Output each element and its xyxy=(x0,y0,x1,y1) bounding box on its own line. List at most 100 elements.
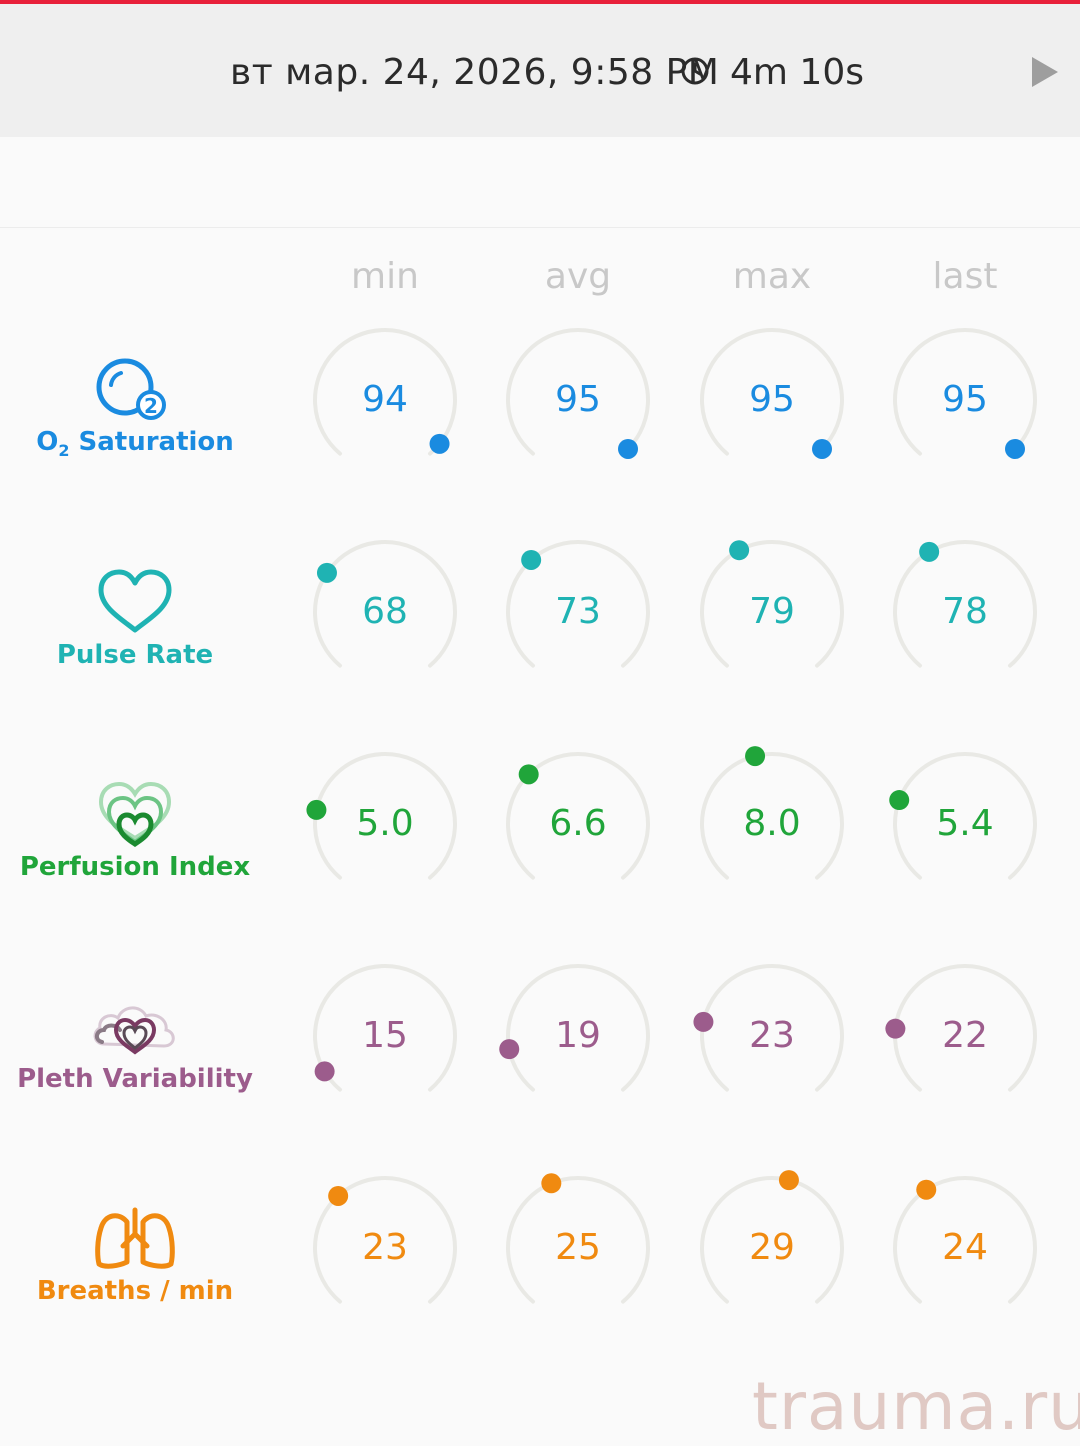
gauge-value: 24 xyxy=(942,1227,988,1268)
gauge-indicator-dot xyxy=(1005,438,1026,459)
gauge-pleth-avg: 19 xyxy=(498,956,658,1116)
gauge-track xyxy=(893,328,1037,456)
gauge-arc xyxy=(499,964,650,1092)
gauge-value: 29 xyxy=(749,1227,795,1268)
gauge-perfusion-min: 5.0 xyxy=(305,744,465,904)
gauge-o2-last: 95 xyxy=(885,320,1045,480)
gauge-track xyxy=(506,1176,650,1304)
gauge-o2-min: 94 xyxy=(305,320,465,480)
gauge-value: 15 xyxy=(362,1015,408,1056)
gauge-value: 94 xyxy=(362,379,408,420)
gauge-track xyxy=(700,1176,844,1304)
o2-bubble-icon: 2 xyxy=(96,358,166,420)
gauge-perfusion-max: 8.0 xyxy=(692,744,852,904)
perfusion-hearts-icon xyxy=(98,781,172,848)
gauge-indicator-dot xyxy=(778,1170,799,1191)
gauge-arc xyxy=(700,328,844,459)
section-divider xyxy=(0,227,1080,228)
column-header-min: min xyxy=(351,256,419,297)
gauge-pleth-max: 23 xyxy=(692,956,852,1116)
gauge-arc xyxy=(306,752,457,880)
gauge-arc xyxy=(313,328,457,456)
gauge-pulse-last: 78 xyxy=(885,532,1045,692)
gauge-value: 95 xyxy=(942,379,988,420)
gauge-value: 95 xyxy=(555,379,601,420)
gauge-breaths-min: 23 xyxy=(305,1168,465,1328)
gauge-indicator-dot xyxy=(316,562,337,583)
gauge-value: 6.6 xyxy=(549,803,607,844)
watermark-text: trauma.ru xyxy=(752,1368,1080,1445)
metric-label-pulse: Pulse Rate xyxy=(56,640,214,670)
gauge-value: 73 xyxy=(555,591,601,632)
gauge-value: 8.0 xyxy=(743,803,801,844)
gauge-arc xyxy=(313,540,457,668)
column-header-max: max xyxy=(732,256,812,297)
metric-o2-saturation: 2 O2 Saturation xyxy=(10,355,260,460)
gauge-value: 23 xyxy=(749,1015,795,1056)
gauge-arc xyxy=(885,964,1037,1092)
gauge-breaths-avg: 25 xyxy=(498,1168,658,1328)
gauge-track xyxy=(700,964,844,1092)
gauge-value: 22 xyxy=(942,1015,988,1056)
gauge-indicator-dot xyxy=(541,1173,562,1194)
metric-pleth-variability: Pleth Variability xyxy=(10,992,260,1094)
pleth-cloud-heart-icon xyxy=(93,1006,175,1055)
gauge-indicator-dot xyxy=(885,1018,906,1039)
gauge-arc xyxy=(506,1173,650,1304)
gauge-arc xyxy=(506,540,650,668)
gauge-o2-max: 95 xyxy=(692,320,852,480)
gauge-track xyxy=(313,752,457,880)
metric-label-breaths: Breaths / min xyxy=(36,1276,234,1306)
gauge-perfusion-last: 5.4 xyxy=(885,744,1045,904)
gauge-arc xyxy=(700,1170,844,1304)
gauge-track xyxy=(313,540,457,668)
gauge-pleth-last: 22 xyxy=(885,956,1045,1116)
gauge-o2-avg: 95 xyxy=(498,320,658,480)
gauge-arc xyxy=(506,328,650,459)
gauge-track xyxy=(700,752,844,880)
gauge-track xyxy=(506,752,650,880)
gauge-indicator-dot xyxy=(521,549,542,570)
top-accent-line xyxy=(0,0,1080,4)
gauge-indicator-dot xyxy=(314,1061,335,1082)
gauge-pulse-avg: 73 xyxy=(498,532,658,692)
gauge-indicator-dot xyxy=(429,433,450,454)
metric-breaths-per-min: Breaths / min xyxy=(10,1204,260,1306)
column-header-avg: avg xyxy=(544,256,612,297)
play-icon[interactable] xyxy=(1026,54,1062,90)
gauge-indicator-dot xyxy=(919,541,940,562)
gauge-arc xyxy=(893,328,1037,459)
gauge-value: 68 xyxy=(362,591,408,632)
gauge-indicator-dot xyxy=(889,790,910,811)
gauge-indicator-dot xyxy=(729,540,750,561)
gauge-arc xyxy=(313,1176,457,1304)
gauge-track xyxy=(893,752,1037,880)
svg-text:2: 2 xyxy=(144,394,158,418)
gauge-track xyxy=(700,540,844,668)
gauge-arc xyxy=(506,752,650,880)
gauge-value: 5.0 xyxy=(356,803,414,844)
gauge-track xyxy=(313,328,457,456)
gauge-breaths-last: 24 xyxy=(885,1168,1045,1328)
gauge-breaths-max: 29 xyxy=(692,1168,852,1328)
gauge-indicator-dot xyxy=(328,1185,349,1206)
gauge-arc xyxy=(693,964,844,1092)
gauge-track xyxy=(893,540,1037,668)
gauge-indicator-dot xyxy=(745,746,766,767)
session-header: вт мар. 24, 2026, 9:58 PM 4m 10s xyxy=(0,4,1080,137)
gauge-indicator-dot xyxy=(693,1011,714,1032)
gauge-track xyxy=(506,540,650,668)
gauge-track xyxy=(313,1176,457,1304)
gauge-value: 95 xyxy=(749,379,795,420)
gauge-track xyxy=(313,964,457,1092)
metric-pulse-rate: Pulse Rate xyxy=(10,568,260,670)
gauge-arc xyxy=(893,1176,1037,1304)
gauge-pleth-min: 15 xyxy=(305,956,465,1116)
gauge-arc xyxy=(889,752,1037,880)
gauge-arc xyxy=(700,746,844,880)
gauge-value: 25 xyxy=(555,1227,601,1268)
column-header-last: last xyxy=(932,256,998,297)
gauge-pulse-min: 68 xyxy=(305,532,465,692)
gauge-value: 23 xyxy=(362,1227,408,1268)
gauge-value: 19 xyxy=(555,1015,601,1056)
